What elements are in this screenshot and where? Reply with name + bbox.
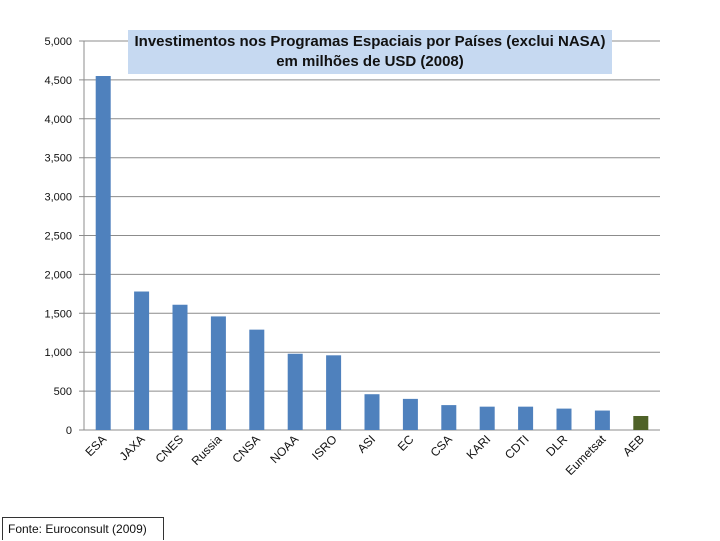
y-tick-label: 4,500 [44,75,72,87]
bar-cnsa [249,329,265,430]
y-tick-label: 3,500 [44,153,72,165]
bar-esa [95,76,111,430]
bar-ec [402,398,418,430]
y-tick-label: 500 [54,386,72,398]
bar-asi [364,394,380,430]
bar-kari [479,406,495,430]
x-tick-label: ESA [82,432,109,459]
bar-russia [210,316,226,430]
x-tick-label: ISRO [309,432,340,463]
chart-title-line-1: Investimentos nos Programas Espaciais po… [134,33,606,50]
bar-jaxa [134,291,150,430]
y-tick-label: 0 [66,425,72,437]
y-tick-label: 4,000 [44,114,72,126]
x-tick-label: EC [395,432,417,454]
x-tick-label: ASI [355,432,379,456]
y-tick-label: 1,500 [44,308,72,320]
bar-cnes [172,304,188,430]
bar-noaa [287,353,303,430]
chart-title-line-2: em milhões de USD (2008) [276,53,464,70]
bar-eumetsat [594,410,610,430]
x-tick-label: CSA [428,432,455,459]
x-tick-label: KARI [464,432,494,462]
x-tick-label: CNES [153,432,186,465]
chart-title: Investimentos nos Programas Espaciais po… [128,30,612,74]
y-tick-label: 2,500 [44,231,72,243]
bar-csa [441,405,457,430]
x-tick-label: NOAA [267,432,301,466]
x-tick-label: JAXA [117,432,148,463]
y-tick-label: 3,000 [44,192,72,204]
source-note: Fonte: Euroconsult (2009) [2,517,164,540]
y-tick-label: 5,000 [44,36,72,48]
bar-aeb [633,415,649,430]
bar-isro [326,355,342,430]
x-tick-label: DLR [543,432,570,459]
x-tick-label: AEB [620,432,647,459]
x-tick-label: Russia [189,432,225,468]
bar-dlr [556,408,572,430]
x-axis-labels: ESA JAXA CNES Russia CNSA NOAA ISRO ASI EC CSA KAR… [82,432,646,478]
y-tick-label: 1,000 [44,347,72,359]
x-tick-label: CDTI [502,432,532,462]
bar-cdti [518,406,534,430]
x-tick-label: Eumetsat [563,432,609,478]
bars [95,76,649,430]
x-tick-label: CNSA [229,432,262,465]
gridlines [79,40,660,431]
y-tick-label: 2,000 [44,269,72,281]
y-axis: 0 500 1,000 1,500 2,000 2,500 3,000 3,500 4,000 4… [44,36,660,437]
